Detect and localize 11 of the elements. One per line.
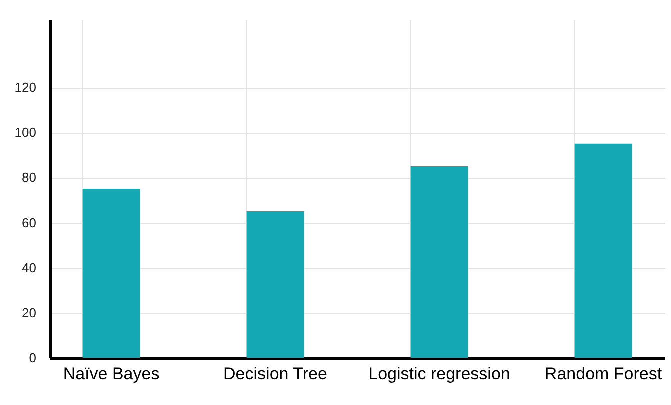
x-tick-label: Naïve Bayes [63, 364, 160, 384]
y-tick-label: 20 [22, 305, 36, 320]
y-tick-label: 40 [22, 260, 36, 276]
x-tick-label: Logistic regression [368, 364, 510, 384]
y-tick-label: 0 [29, 350, 36, 366]
y-tick-label: 100 [14, 125, 36, 140]
y-tick-label: 60 [22, 215, 36, 230]
x-tick-label: Decision Tree [224, 364, 328, 384]
x-tick-label: Random Forest [544, 364, 662, 384]
y-tick-label: 80 [22, 170, 36, 186]
y-tick-label: 120 [14, 80, 36, 96]
